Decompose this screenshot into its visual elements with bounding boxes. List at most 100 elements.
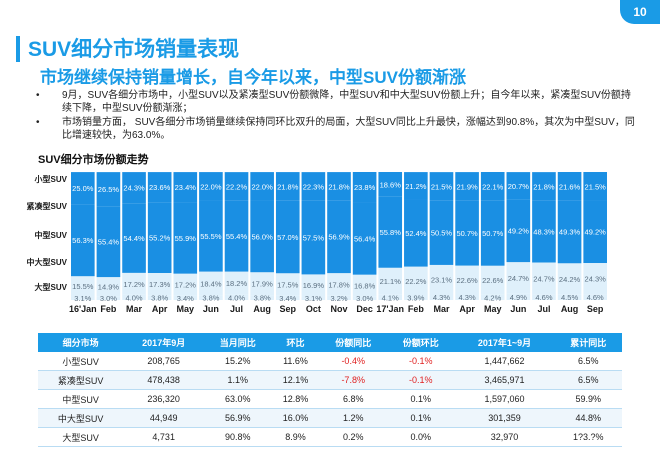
bar-segment-compact-suv: [250, 172, 274, 201]
x-tick-label: Sep: [280, 304, 297, 314]
bar-segment-mid-suv: [480, 200, 505, 266]
data-label-large-suv: 3.9%: [407, 294, 424, 303]
bar-segment-compact-suv: [352, 172, 377, 203]
x-tick-label: May: [177, 304, 195, 314]
data-label-mid-suv: 49.2%: [508, 227, 530, 236]
bar-segment-mid-suv: [71, 204, 95, 277]
data-label-mid-large-suv: 24.3%: [585, 275, 607, 284]
bar-segment-large-suv: [429, 294, 454, 300]
bar-segment-mid-large-suv: [506, 262, 531, 294]
bar-segment-mid-large-suv: [480, 265, 505, 295]
bar-segment-mid-suv: [275, 200, 300, 274]
table-header-cell: 份额环比: [386, 333, 455, 352]
bar-segment-mid-large-suv: [250, 272, 274, 296]
bar-segment-compact-suv: [583, 172, 607, 201]
bar-segment-small-suv: [583, 172, 607, 173]
x-tick-label: Jun: [510, 304, 526, 314]
data-label-compact-suv: 21.8%: [533, 183, 555, 192]
data-label-compact-suv: 22.3%: [303, 183, 325, 192]
bar-segment-large-suv: [147, 295, 172, 300]
data-label-compact-suv: 23.6%: [149, 183, 171, 192]
page-subtitle: 市场继续保持销量增长，自今年以来，中型SUV份额渐涨: [40, 68, 466, 87]
bar-segment-mid-large-suv: [455, 265, 479, 295]
data-label-mid-suv: 55.4%: [98, 238, 120, 247]
bar-segment-compact-suv: [480, 172, 505, 201]
data-label-mid-suv: 50.7%: [456, 229, 478, 238]
data-label-large-suv: 4.6%: [587, 293, 604, 302]
x-tick-label: Feb: [100, 304, 117, 314]
data-label-mid-suv: 49.3%: [559, 228, 581, 237]
table-header-cell: 累计同比: [554, 333, 622, 352]
x-tick-label: May: [484, 304, 502, 314]
row-label: 紧凑型SUV: [27, 201, 68, 211]
bar-segment-mid-suv: [250, 200, 274, 273]
bar-segment-mid-suv: [455, 200, 479, 266]
table-cell: -0.1%: [386, 352, 455, 371]
x-tick-label: Jun: [203, 304, 219, 314]
bar-segment-compact-suv: [71, 172, 95, 205]
data-label-mid-suv: 57.0%: [277, 233, 299, 242]
bar-segment-mid-large-suv: [147, 272, 172, 296]
table-cell: 32,970: [454, 427, 555, 447]
data-label-mid-large-suv: 18.2%: [226, 279, 248, 288]
bar-segment-large-suv: [378, 294, 403, 300]
bar-segment-compact-suv: [122, 172, 146, 204]
table-row: 紧凑型SUV 478,438 1.1% 12.1% -7.8% -0.1% 3,…: [38, 370, 622, 390]
data-label-compact-suv: 21.5%: [585, 182, 607, 191]
data-label-large-suv: 3.0%: [356, 294, 373, 303]
table-cell: -7.8%: [319, 370, 387, 390]
title-accent-bar: [16, 36, 20, 62]
x-tick-label: Apr: [152, 304, 168, 314]
bar-segment-small-suv: [378, 172, 403, 173]
bar-segment-mid-suv: [122, 203, 146, 273]
bullet-marker: •: [36, 117, 40, 128]
bullet-text: 9月，SUV各细分市场中，小型SUV以及紧凑型SUV份额微降，中型SUV和中大型…: [62, 90, 631, 114]
data-label-compact-suv: 26.5%: [98, 185, 120, 194]
row-label: 大型SUV: [35, 282, 68, 292]
bar-segment-large-suv: [557, 294, 582, 300]
bar-segment-mid-suv: [429, 200, 454, 265]
bar-segment-mid-suv: [199, 200, 223, 272]
table-cell: 1,447,662: [454, 352, 555, 371]
data-label-compact-suv: 22.0%: [252, 182, 274, 191]
x-tick-label: Mar: [126, 304, 143, 314]
bar-segment-large-suv: [96, 296, 121, 300]
bar-segment-compact-suv: [557, 172, 582, 201]
data-label-mid-suv: 50.5%: [431, 229, 453, 238]
data-label-compact-suv: 21.5%: [431, 183, 453, 192]
data-label-mid-large-suv: 17.8%: [328, 281, 350, 290]
table-header-cell: 份额同比: [319, 333, 387, 352]
table-cell: 1.2%: [319, 408, 387, 428]
bar-segment-large-suv: [275, 295, 300, 300]
data-label-large-suv: 4.6%: [535, 293, 552, 302]
table-header-cell: 2017年9月: [123, 333, 205, 352]
table-cell: 0.2%: [319, 427, 387, 447]
table-cell: 0.1%: [386, 389, 455, 409]
bar-segment-compact-suv: [173, 172, 198, 203]
bar-segment-mid-suv: [301, 200, 326, 275]
bar-segment-mid-large-suv: [352, 274, 377, 297]
data-label-large-suv: 4.5%: [561, 293, 578, 302]
x-tick-label: Feb: [408, 304, 425, 314]
bar-segment-mid-suv: [96, 206, 121, 278]
bar-segment-mid-large-suv: [173, 273, 198, 296]
data-label-large-suv: 3.1%: [74, 294, 91, 303]
data-label-compact-suv: 22.0%: [200, 182, 222, 191]
bar-segment-mid-large-suv: [583, 263, 607, 295]
table-cell: 90.8%: [204, 427, 272, 447]
data-label-mid-suv: 56.9%: [328, 233, 350, 242]
data-label-mid-large-suv: 16.8%: [354, 281, 376, 290]
table-cell: 44,949: [123, 408, 205, 428]
data-label-large-suv: 4.0%: [228, 293, 245, 302]
bar-segment-compact-suv: [506, 172, 531, 200]
bar-segment-mid-large-suv: [327, 273, 351, 296]
data-label-mid-large-suv: 24.2%: [559, 275, 581, 284]
x-tick-label: Mar: [433, 304, 450, 314]
data-label-large-suv: 4.0%: [125, 293, 142, 302]
table-cell: 1,597,060: [454, 389, 555, 409]
data-label-large-suv: 4.3%: [459, 293, 476, 302]
bar-segment-compact-suv: [275, 172, 300, 201]
bar-segment-small-suv: [455, 172, 479, 173]
table-header-cell: 细分市场: [38, 333, 124, 352]
table-header-cell: 2017年1~9月: [454, 333, 555, 352]
